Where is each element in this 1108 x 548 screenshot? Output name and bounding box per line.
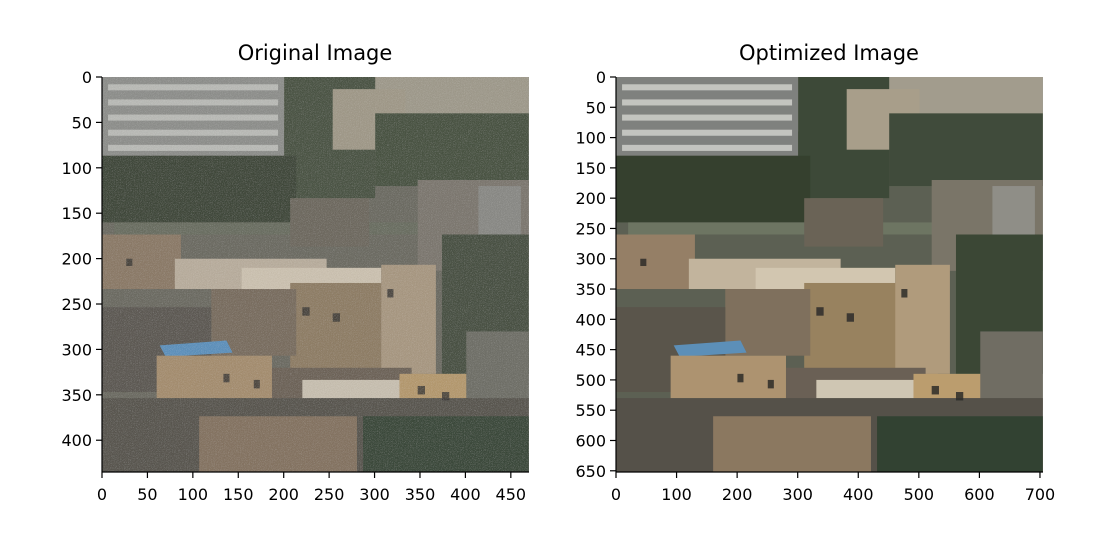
x-tick-label-original: 50	[137, 485, 157, 504]
x-tick-label-optimized: 0	[611, 485, 621, 504]
chart-title-original: Original Image	[238, 41, 393, 65]
y-tick-label-optimized: 150	[575, 159, 606, 178]
y-tick-label-optimized: 300	[575, 250, 606, 269]
x-tick-label-optimized: 200	[722, 485, 753, 504]
y-tick-label-optimized: 0	[596, 68, 606, 87]
y-tick-label-optimized: 450	[575, 341, 606, 360]
x-tick-label-original: 200	[268, 485, 299, 504]
x-tick-label-optimized: 400	[843, 485, 874, 504]
y-tick-label-optimized: 50	[586, 98, 606, 117]
x-tick-label-original: 250	[314, 485, 345, 504]
y-tick-label-optimized: 200	[575, 189, 606, 208]
y-tick-label-optimized: 250	[575, 219, 606, 238]
x-tick-label-original: 450	[496, 485, 527, 504]
x-tick-label-original: 300	[359, 485, 390, 504]
x-tick-label-original: 100	[178, 485, 209, 504]
x-tick-label-optimized: 700	[1025, 485, 1056, 504]
y-tick-label-optimized: 400	[575, 310, 606, 329]
x-tick-label-optimized: 300	[782, 485, 813, 504]
y-tick-label-original: 50	[72, 113, 92, 132]
photo-optimized	[616, 77, 1043, 472]
y-tick-label-original: 250	[61, 295, 92, 314]
x-tick-label-original: 150	[223, 485, 254, 504]
y-tick-label-original: 300	[61, 340, 92, 359]
tick-group-optimized: 0 100 200 300 400 500 600 700 0 50 100 150 200 250 300…	[575, 68, 1055, 504]
y-tick-label-original: 200	[61, 250, 92, 269]
y-tick-label-original: 0	[82, 68, 92, 87]
y-tick-label-optimized: 350	[575, 280, 606, 299]
y-tick-label-optimized: 600	[575, 431, 606, 450]
x-tick-label-optimized: 100	[661, 485, 692, 504]
y-tick-label-original: 150	[61, 204, 92, 223]
chart-title-optimized: Optimized Image	[739, 41, 919, 65]
y-tick-label-original: 400	[61, 431, 92, 450]
y-tick-label-optimized: 550	[575, 401, 606, 420]
x-tick-label-optimized: 500	[904, 485, 935, 504]
y-tick-label-original: 350	[61, 386, 92, 405]
y-tick-label-optimized: 500	[575, 371, 606, 390]
photo-original	[102, 77, 529, 472]
x-tick-label-original: 400	[450, 485, 481, 504]
x-tick-label-original: 0	[97, 485, 107, 504]
y-tick-label-optimized: 100	[575, 129, 606, 148]
panel-optimized: Optimized Image	[575, 41, 1055, 504]
tick-group-original: 0 50 100 150 200 250 300 350 400 450 0 50 100 150 200 2…	[61, 68, 526, 504]
panel-original: Original Image	[61, 41, 529, 504]
x-tick-label-optimized: 600	[964, 485, 995, 504]
y-tick-label-original: 100	[61, 159, 92, 178]
y-tick-label-optimized: 650	[575, 462, 606, 481]
x-tick-label-original: 350	[405, 485, 436, 504]
